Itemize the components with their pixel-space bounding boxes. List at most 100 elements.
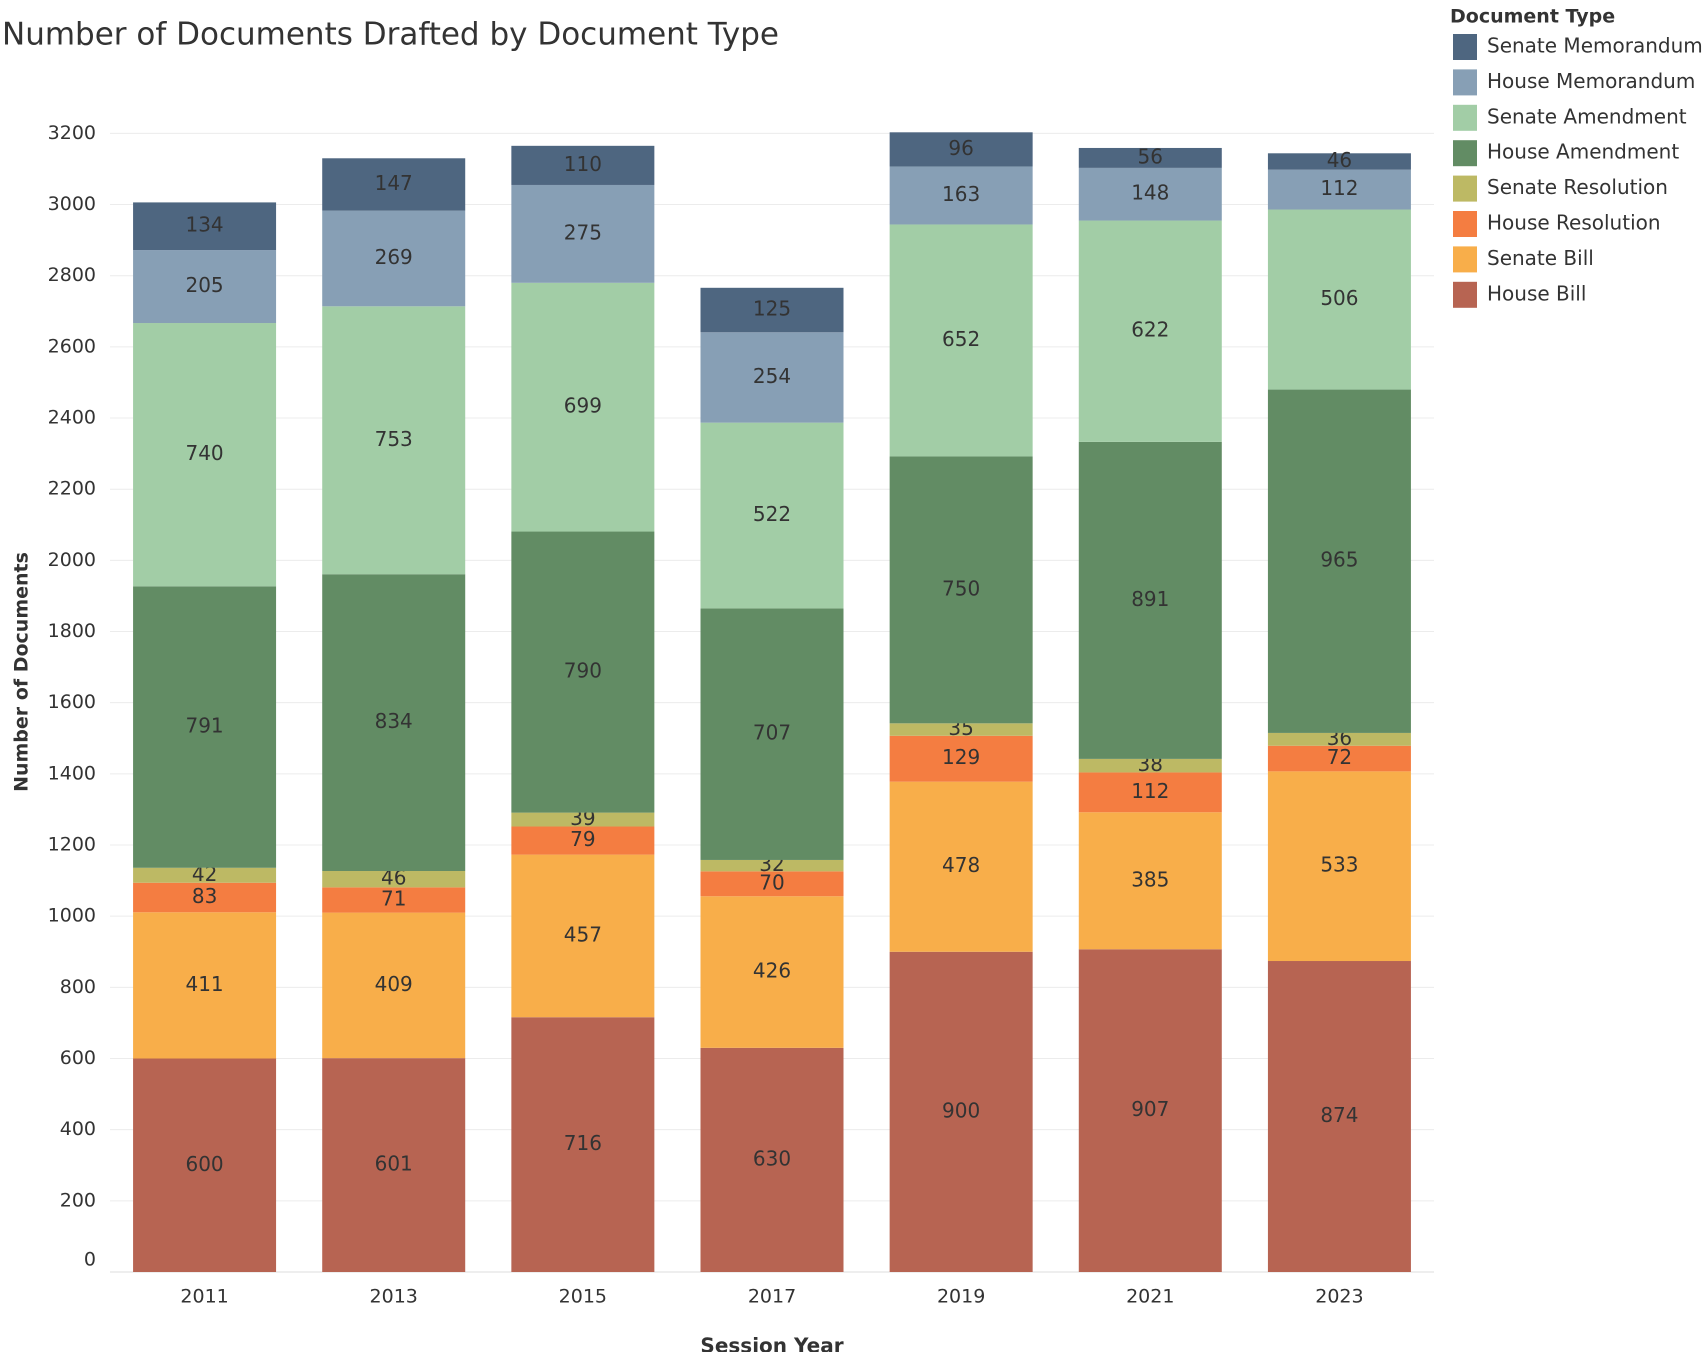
data-label: 601 [375, 1152, 413, 1176]
data-label: 652 [942, 327, 980, 351]
bar-segment [1078, 167, 1222, 221]
legend-label: House Bill [1487, 281, 1586, 305]
legend-swatch [1453, 140, 1477, 167]
bar-segment [1078, 758, 1222, 773]
data-label: 791 [185, 714, 223, 738]
bar-segment [1078, 147, 1222, 168]
legend-label: Senate Amendment [1487, 104, 1687, 128]
legend-title: Document Type [1450, 6, 1615, 28]
bar-segment [889, 132, 1033, 167]
legend-label: House Memorandum [1487, 69, 1695, 93]
y-tick-label: 3200 [48, 122, 96, 144]
data-label: 112 [1320, 176, 1358, 200]
data-label: 750 [942, 576, 980, 600]
bar-segment [1078, 812, 1222, 950]
data-label: 163 [942, 182, 980, 206]
data-label: 834 [375, 709, 413, 733]
y-tick-label: 200 [60, 1189, 96, 1211]
y-tick-label: 1600 [48, 691, 96, 713]
bar-segment [322, 574, 466, 871]
legend-swatch [1453, 246, 1477, 273]
bar-segment [700, 287, 844, 333]
data-label: 71 [381, 886, 406, 910]
data-label: 125 [753, 297, 791, 321]
bar-segment [700, 859, 844, 872]
bar-segment [1267, 745, 1411, 772]
data-label: 753 [375, 427, 413, 451]
y-tick-label: 2600 [48, 335, 96, 357]
bar-segment [1078, 772, 1222, 813]
legend-label: Senate Memorandum [1487, 34, 1703, 58]
y-tick-label: 800 [60, 976, 96, 998]
y-tick-label: 1000 [48, 905, 96, 927]
bar-segment [133, 202, 277, 251]
legend-swatch [1453, 211, 1477, 237]
bar-segment [1267, 209, 1411, 390]
data-label: 254 [753, 364, 791, 388]
bar-segment [700, 422, 844, 609]
bar-segment [889, 951, 1033, 1272]
y-tick-label: 2000 [48, 549, 96, 571]
bar-segment [700, 332, 844, 423]
bar-segment [133, 250, 277, 324]
bar-segment [700, 896, 844, 1048]
bar-segment [511, 145, 655, 185]
bar-segment [1267, 153, 1411, 170]
data-label: 630 [753, 1146, 791, 1170]
y-tick-label: 3000 [48, 193, 96, 215]
x-tick-label: 2013 [370, 1286, 418, 1308]
legend-label: House Resolution [1487, 211, 1661, 235]
data-label: 269 [375, 245, 413, 269]
bar-segment [889, 723, 1033, 736]
data-label: 56 [1138, 144, 1163, 168]
bar-segment [511, 282, 655, 532]
x-tick-label: 2011 [180, 1286, 228, 1308]
x-tick-label: 2015 [559, 1286, 607, 1308]
y-axis-label: Number of Documents [11, 552, 33, 792]
data-label: 506 [1320, 286, 1358, 310]
data-label: 907 [1131, 1097, 1169, 1121]
bar-segment [889, 224, 1033, 457]
bar-segment [1267, 169, 1411, 210]
data-label: 134 [185, 213, 223, 237]
data-label: 740 [185, 441, 223, 465]
data-label: 891 [1131, 587, 1169, 611]
legend-label: Senate Resolution [1487, 175, 1668, 199]
bar-segment [511, 812, 655, 827]
legend-swatch [1453, 104, 1477, 131]
bar-segment [322, 912, 466, 1059]
x-tick-label: 2021 [1126, 1286, 1174, 1308]
bar-segment [889, 456, 1033, 724]
data-label: 622 [1131, 318, 1169, 342]
y-tick-label: 1400 [48, 762, 96, 784]
y-tick-label: 400 [60, 1118, 96, 1140]
data-label: 522 [753, 502, 791, 526]
x-tick-label: 2017 [748, 1286, 796, 1308]
data-label: 112 [1131, 779, 1169, 803]
bar-segment [133, 1058, 277, 1272]
bar-segment [322, 306, 466, 575]
bar-segment [322, 1058, 466, 1272]
data-label: 72 [1327, 745, 1352, 769]
bar-segment [511, 184, 655, 283]
bar-segment [1078, 949, 1222, 1272]
x-axis-label: Session Year [700, 1334, 843, 1352]
data-label: 46 [1327, 148, 1352, 172]
data-label: 900 [942, 1098, 980, 1122]
data-label: 205 [185, 273, 223, 297]
y-tick-label: 1200 [48, 834, 96, 856]
bar-segment [889, 735, 1033, 782]
y-tick-label: 0 [84, 1249, 96, 1271]
bar-segment [1267, 771, 1411, 962]
x-tick-label: 2023 [1315, 1286, 1363, 1308]
data-label: 411 [185, 972, 223, 996]
data-label: 699 [564, 394, 602, 418]
data-label: 874 [1320, 1103, 1358, 1127]
bar-segment [1267, 732, 1411, 746]
bar-segment [1267, 961, 1411, 1272]
data-label: 478 [942, 853, 980, 877]
chart-title: Number of Documents Drafted by Document … [2, 17, 779, 53]
bar-segment [133, 586, 277, 868]
y-tick-label: 600 [60, 1047, 96, 1069]
